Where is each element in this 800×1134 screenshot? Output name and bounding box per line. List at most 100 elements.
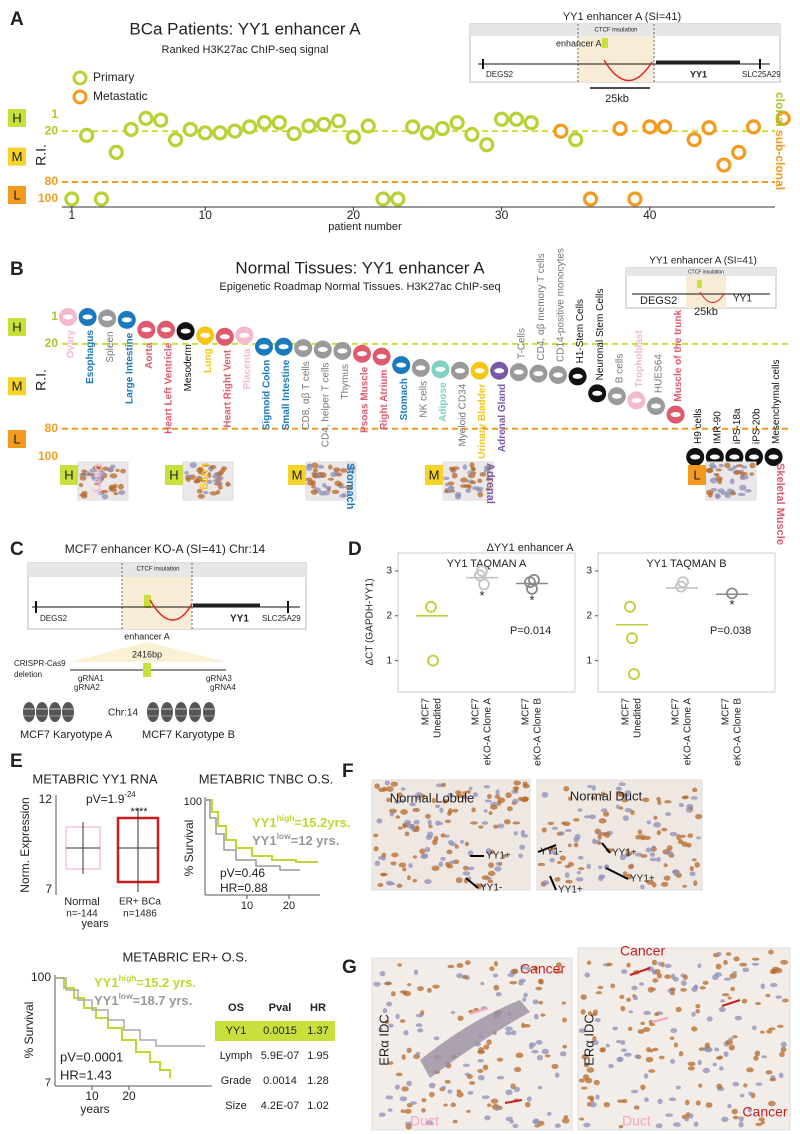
cell	[686, 803, 694, 809]
level-label: H	[169, 467, 178, 482]
cell	[537, 1085, 543, 1090]
cell	[606, 962, 613, 967]
data-point	[582, 191, 599, 207]
cell	[584, 972, 591, 978]
hazard-ratio: HR=0.88	[220, 881, 268, 895]
point-highlight	[200, 332, 211, 338]
cell	[621, 799, 628, 803]
data-point	[701, 120, 717, 136]
category-label: eKO-A Clone A	[483, 698, 494, 766]
cell	[489, 966, 495, 972]
cell	[749, 462, 756, 469]
cell	[670, 973, 676, 980]
gene-label: YY1	[690, 69, 707, 79]
cell	[744, 488, 752, 493]
cell	[765, 993, 771, 998]
cell	[675, 1085, 681, 1090]
side-label-part: sub-clonal	[773, 130, 787, 190]
cell	[484, 1115, 491, 1121]
cell	[664, 974, 672, 980]
table-cell: Size	[225, 1100, 246, 1112]
data-point	[479, 137, 495, 153]
cell	[417, 1028, 424, 1033]
cell	[395, 815, 401, 819]
level-label: H	[64, 467, 73, 482]
cell	[730, 986, 736, 992]
cell	[404, 819, 411, 826]
data-point	[153, 112, 169, 128]
cell	[441, 782, 446, 788]
category-label: Adrenal Gland	[497, 384, 508, 452]
cell	[721, 993, 730, 997]
x-tick-label: 10	[199, 208, 213, 222]
cell	[471, 467, 476, 472]
cell	[417, 986, 424, 992]
title: BCa Patients: YY1 enhancer A	[129, 19, 361, 38]
level-box	[60, 465, 78, 485]
cell	[760, 1121, 766, 1125]
cell	[691, 1011, 696, 1017]
karyotype-label: MCF7 Karyotype B	[142, 729, 235, 741]
category-label: Large Intestine	[124, 332, 135, 404]
cell	[741, 998, 748, 1004]
cell	[386, 1001, 393, 1007]
cell	[109, 473, 118, 479]
cell	[684, 1117, 690, 1122]
cell	[586, 1101, 592, 1107]
cell	[110, 464, 116, 469]
cell	[446, 849, 453, 855]
cell	[771, 966, 780, 971]
data-point	[628, 668, 640, 680]
cell	[515, 1052, 524, 1059]
cell	[751, 957, 760, 961]
cell	[78, 482, 84, 488]
cell	[698, 1047, 705, 1052]
cell	[584, 1077, 593, 1084]
cell	[484, 465, 491, 471]
cell	[493, 960, 499, 967]
cell	[592, 838, 597, 845]
superscript: high	[277, 813, 295, 823]
cell	[415, 825, 420, 830]
chromosome	[189, 702, 201, 722]
cell	[559, 1051, 567, 1057]
cell	[505, 1030, 513, 1036]
data-point	[286, 126, 302, 142]
cell	[649, 852, 656, 857]
survival-curve	[56, 977, 205, 1047]
cell	[466, 866, 475, 871]
cell	[455, 793, 463, 799]
data-point	[256, 115, 273, 131]
data-point	[523, 115, 539, 131]
cell	[401, 1086, 409, 1092]
cell	[115, 468, 120, 473]
cell	[642, 1027, 651, 1032]
title: MCF7 enhancer KO-A (SI=41) Chr:14	[65, 542, 266, 556]
category-label: Spleen	[105, 331, 116, 362]
data-point	[419, 125, 436, 141]
cell	[434, 804, 441, 809]
cell	[463, 484, 471, 488]
survival-curve	[206, 799, 318, 863]
cell	[413, 819, 420, 825]
category-label: Small Intestine	[281, 359, 292, 430]
cell	[643, 835, 652, 841]
cell	[716, 951, 722, 957]
cell	[512, 1123, 519, 1129]
cell	[462, 865, 469, 871]
cell	[598, 818, 607, 824]
cell	[496, 1057, 504, 1062]
cell	[386, 786, 394, 793]
data-point	[138, 110, 154, 126]
cell	[201, 479, 207, 483]
cell	[391, 852, 399, 858]
cell	[340, 468, 348, 473]
cell	[404, 831, 410, 837]
cell	[779, 1051, 785, 1057]
cell	[567, 843, 572, 848]
cell	[696, 836, 701, 840]
cell	[444, 488, 449, 493]
cell	[656, 856, 661, 863]
point-highlight	[729, 454, 740, 460]
cell	[477, 1074, 485, 1081]
